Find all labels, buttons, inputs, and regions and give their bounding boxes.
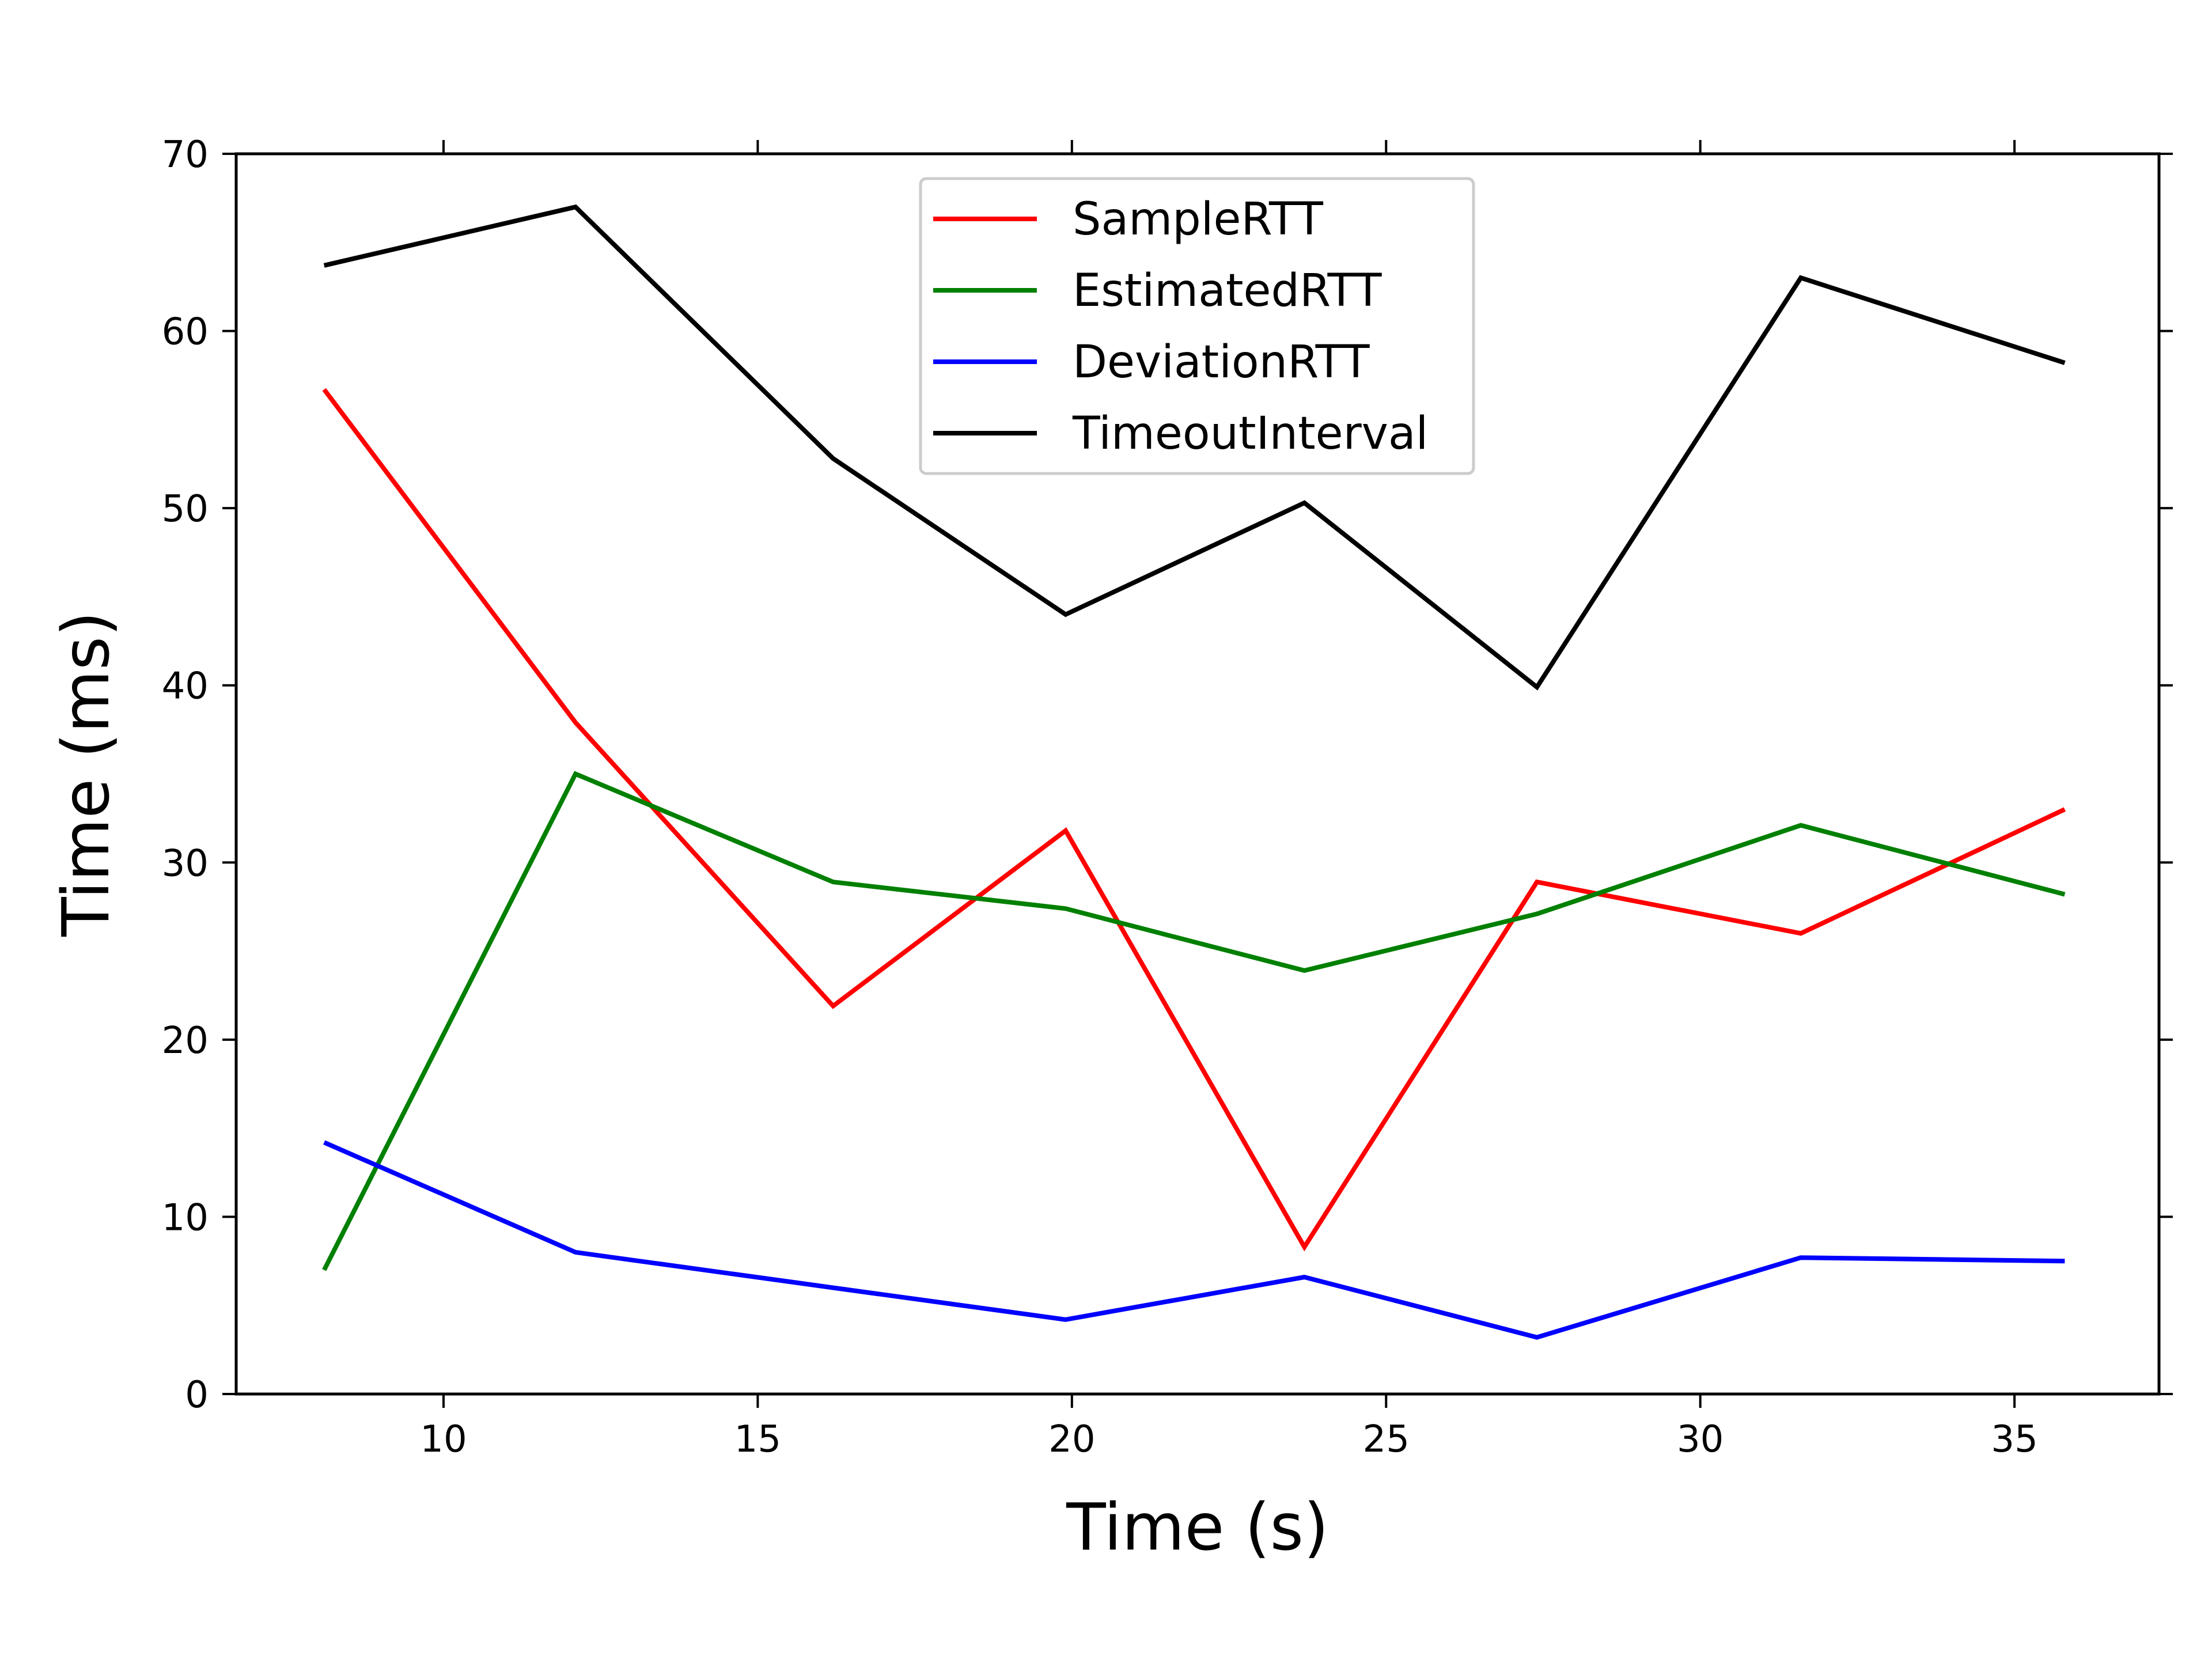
x-tick-label: 30 (1677, 1418, 1724, 1461)
series-line-samplertt (322, 388, 2066, 1252)
x-tick-label: 25 (1363, 1418, 1410, 1461)
y-tick-label: 10 (162, 1196, 209, 1239)
x-tick-label: 10 (420, 1418, 467, 1461)
legend-label: SampleRTT (1073, 194, 1323, 245)
y-tick-label: 0 (185, 1374, 209, 1416)
x-axis-label: Time (s) (1066, 1490, 1328, 1565)
x-tick-label: 15 (734, 1418, 781, 1461)
y-tick-label: 20 (162, 1020, 209, 1062)
plot-frame (234, 152, 2161, 1396)
x-tick-label: 20 (1048, 1418, 1095, 1461)
legend-label: TimeoutInterval (1072, 408, 1428, 460)
legend-label: EstimatedRTT (1073, 265, 1382, 317)
x-tick-label: 35 (1991, 1418, 2037, 1461)
series-line-timeoutinterval (323, 204, 2066, 691)
y-tick-label: 50 (162, 488, 209, 531)
legend: SampleRTT EstimatedRTT DeviationRTT Timeout… (919, 177, 1475, 475)
y-tick-label: 60 (162, 311, 209, 354)
y-axis-label: Time (ms) (49, 611, 124, 937)
series-layer (322, 204, 2066, 1340)
y-tick-label: 30 (162, 842, 209, 885)
ticks-layer: 10 15 20 25 30 35 0 10 20 30 40 50 60 70 (162, 134, 2173, 1461)
legend-label: DeviationRTT (1073, 336, 1370, 388)
series-line-deviationrtt (323, 1140, 2065, 1340)
y-tick-label: 40 (162, 665, 209, 708)
y-tick-label: 70 (162, 134, 209, 176)
legend-box (919, 177, 1475, 475)
series-line-estimatedrtt (322, 771, 2066, 1271)
